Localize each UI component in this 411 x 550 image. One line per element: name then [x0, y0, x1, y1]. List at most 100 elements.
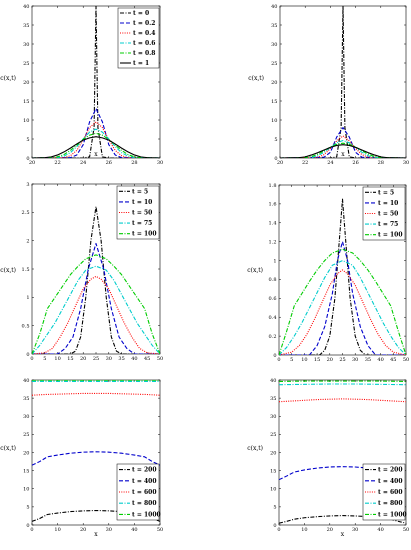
y-tick-label: 0 [273, 523, 276, 529]
legend: t = 5 t = 10 t = 50 t = 75 t = 100 [116, 185, 160, 240]
series-line-4 [279, 260, 406, 355]
series-line-5 [279, 248, 406, 355]
y-tick-label: 1.4 [269, 221, 277, 227]
y-tick-label: 10 [270, 487, 276, 493]
y-tick-label: 40 [23, 378, 29, 384]
x-tick-label: 35 [365, 357, 371, 363]
x-tick-label: 25 [339, 357, 345, 363]
y-tick-label: 40 [23, 4, 29, 10]
series-line-6 [32, 136, 160, 158]
x-tick-label: 20 [277, 160, 283, 166]
series-line-3 [279, 269, 406, 355]
legend-entry: t = 75 [132, 220, 152, 227]
y-tick-label: 35 [23, 23, 29, 29]
x-tick-label: 10 [54, 356, 60, 362]
y-tick-label: 40 [270, 378, 276, 384]
series-line-3 [279, 398, 406, 403]
y-tick-label: 0.5 [22, 323, 30, 329]
y-tick-label: 15 [271, 99, 277, 105]
y-tick-label: 1.5 [22, 267, 30, 273]
y-tick-label: 25 [23, 61, 29, 67]
chart-panel-3: 0 5 10 15 20 25 30 35 40 45 50 0 0.5 1 1.5 2 2.5 3 c(x,t) t… [0, 182, 163, 362]
y-tick-label: 20 [23, 450, 29, 456]
series-line-4 [32, 128, 160, 158]
legend-entry: t = 1 [133, 60, 149, 67]
series-line-5 [32, 254, 160, 354]
y-tick-label: 0.2 [269, 334, 277, 340]
y-tick-label: 1 [273, 258, 276, 264]
x-tick-label: 30 [352, 527, 358, 533]
x-tick-label: 30 [352, 357, 358, 363]
legend-box [117, 7, 160, 69]
x-tick-label: 45 [144, 356, 150, 362]
x-tick-label: 30 [157, 160, 163, 166]
x-tick-label: 50 [157, 527, 163, 533]
x-tick-label: 50 [403, 527, 409, 533]
legend-entry: t = 400 [132, 478, 157, 485]
x-tick-label: 40 [377, 357, 383, 363]
y-tick-label: 15 [23, 468, 29, 474]
y-tick-label: 1.6 [269, 202, 277, 208]
chart-panel-2: 20 22 24 26 28 30 0 5 10 15 20 25 30 35 40 c(x,t) x [248, 4, 409, 166]
y-tick-label: 2 [26, 238, 29, 244]
x-tick-label: 10 [301, 357, 307, 363]
y-tick-label: 20 [23, 80, 29, 86]
x-tick-label: 20 [29, 160, 35, 166]
x-tick-label: 30 [106, 527, 112, 533]
y-tick-label: 20 [271, 80, 277, 86]
series-line-3 [32, 275, 160, 354]
legend-entry: t = 200 [378, 467, 403, 474]
legend-entry: t = 75 [378, 221, 398, 228]
y-tick-label: 1 [26, 295, 29, 301]
legend-entry: t = 10 [378, 200, 398, 207]
y-tick-label: 1.2 [269, 239, 277, 245]
y-tick-label: 30 [270, 414, 276, 420]
x-tick-label: 0 [30, 527, 33, 533]
x-tick-label: 5 [43, 356, 46, 362]
y-tick-label: 35 [271, 23, 277, 29]
legend-entry: t = 0.4 [133, 30, 155, 37]
x-tick-label: 50 [157, 356, 163, 362]
x-tick-label: 28 [378, 160, 384, 166]
x-tick-label: 20 [327, 527, 333, 533]
x-tick-label: 45 [390, 357, 396, 363]
legend-entry: t = 800 [132, 500, 157, 507]
x-tick-label: 24 [327, 160, 333, 166]
x-tick-label: 30 [403, 160, 409, 166]
x-tick-label: 5 [290, 357, 293, 363]
y-axis-label: c(x,t) [247, 445, 263, 452]
x-tick-label: 20 [80, 356, 86, 362]
legend-entry: t = 400 [378, 478, 403, 485]
series-group [279, 198, 406, 355]
y-tick-label: 10 [23, 118, 29, 124]
legend: t = 0 t = 0.2 t = 0.4 t = 0.6 t = 0.8 t = 1 [117, 7, 160, 69]
legend: t = 5 t = 10 t = 50 t = 75 t = 100 [362, 186, 406, 241]
y-tick-label: 25 [23, 432, 29, 438]
y-tick-label: 0.6 [269, 296, 277, 302]
legend-entry: t = 5 [378, 189, 394, 196]
legend-entry: t = 800 [378, 500, 403, 507]
x-tick-label: 28 [131, 160, 137, 166]
x-tick-label: 0 [30, 356, 33, 362]
x-tick-label: 50 [403, 357, 409, 363]
series-line-1 [280, 6, 406, 158]
x-tick-label: 0 [277, 527, 280, 533]
x-axis-label: x [341, 151, 345, 158]
x-tick-label: 40 [131, 527, 137, 533]
y-tick-label: 30 [271, 42, 277, 48]
x-tick-label: 26 [106, 160, 112, 166]
x-tick-label: 25 [93, 356, 99, 362]
legend: t = 200 t = 400 t = 600 t = 800 t = 1000 [362, 463, 407, 521]
series-line-3 [32, 392, 160, 396]
y-axis-label: c(x,t) [0, 75, 16, 82]
x-axis-label: x [94, 531, 98, 538]
y-tick-label: 0 [26, 156, 29, 162]
x-tick-label: 24 [80, 160, 86, 166]
series-group [280, 6, 406, 158]
series-group [32, 6, 160, 158]
x-tick-label: 40 [131, 356, 137, 362]
y-tick-label: 5 [273, 505, 276, 511]
legend-entry: t = 1000 [378, 511, 407, 518]
series-line-3 [280, 135, 406, 158]
